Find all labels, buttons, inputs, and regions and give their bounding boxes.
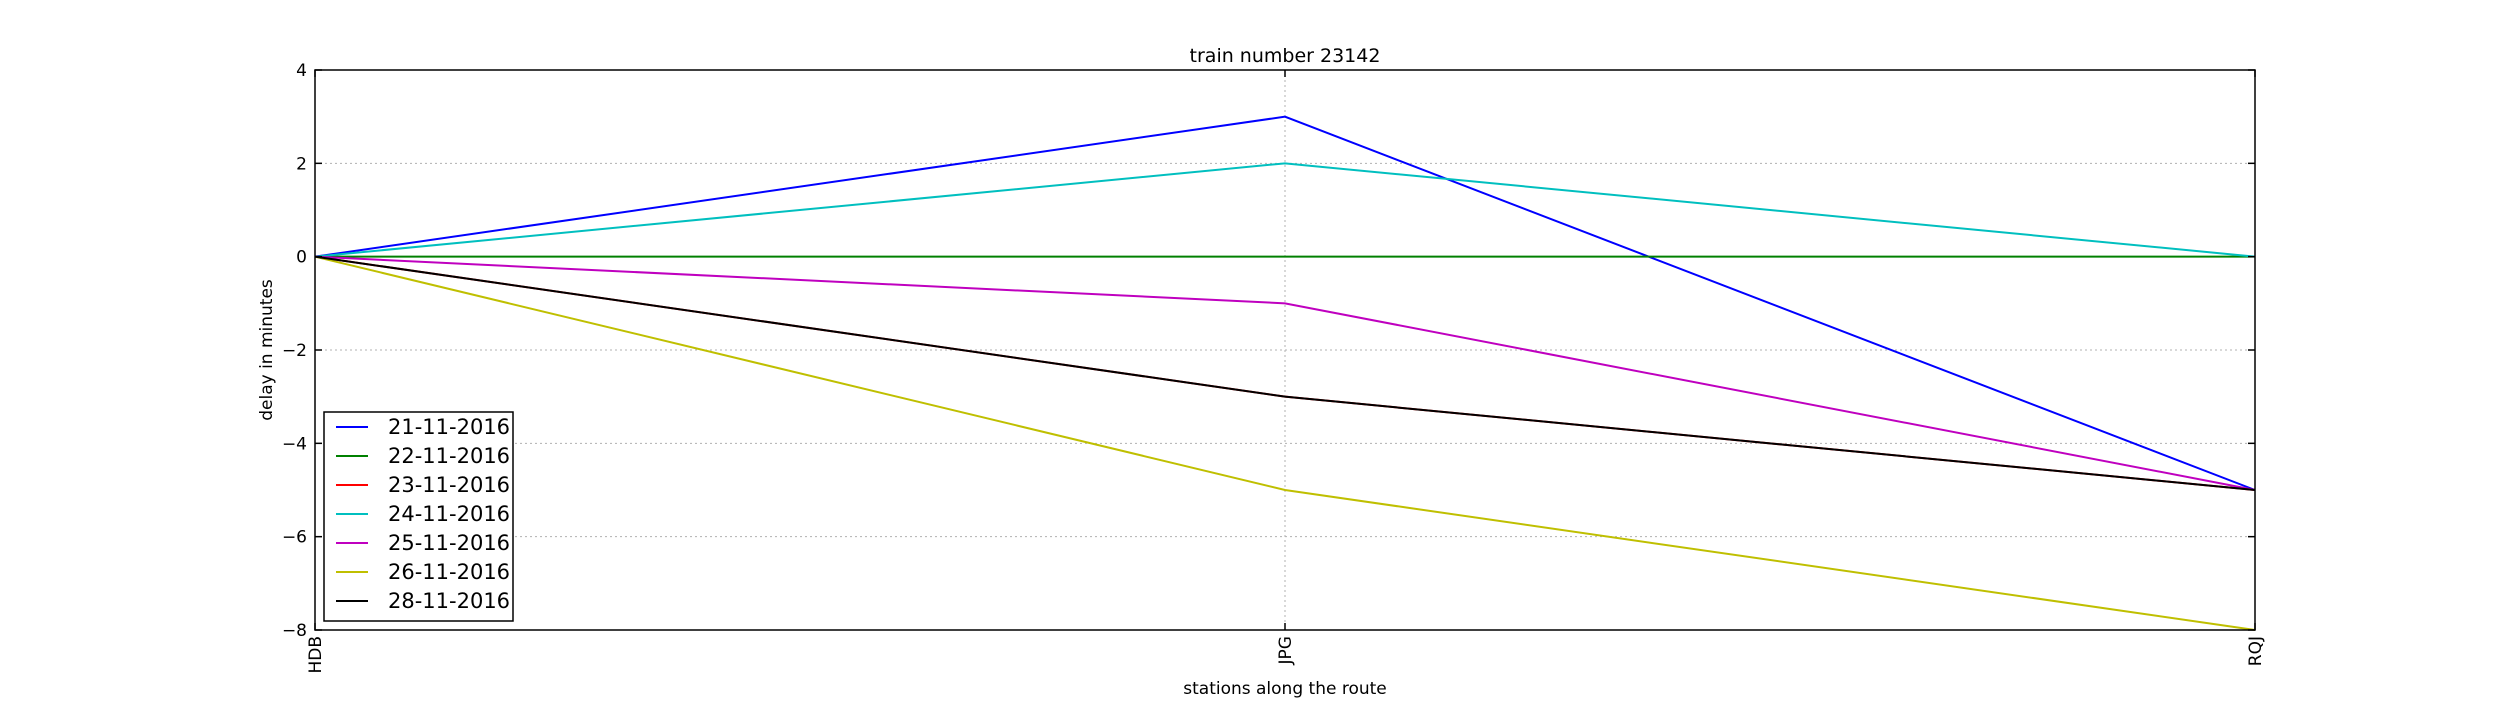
x-tick-label: RQJ — [2246, 636, 2266, 666]
y-tick-label: 4 — [296, 61, 307, 81]
y-tick-label: −8 — [282, 621, 307, 641]
series-line — [314, 255, 2256, 631]
chart-title: train number 23142 — [1190, 45, 1381, 67]
series-layer — [314, 115, 2256, 631]
series-line — [314, 115, 2256, 491]
y-axis-label: delay in minutes — [257, 279, 277, 421]
y-tick-label: 0 — [296, 248, 307, 268]
grid-layer — [314, 69, 2256, 631]
x-tick-label: HDB — [306, 636, 326, 674]
legend-label: 25-11-2016 — [388, 531, 510, 555]
series-line — [314, 255, 2256, 491]
legend-label: 21-11-2016 — [388, 415, 510, 439]
legend-box — [323, 411, 514, 622]
legend-label: 22-11-2016 — [388, 444, 510, 468]
legend-label: 23-11-2016 — [388, 473, 510, 497]
y-tick-label: −6 — [282, 528, 307, 548]
y-tick-label: −4 — [282, 434, 307, 454]
series-line — [314, 162, 2256, 258]
y-tick-label: 2 — [296, 154, 307, 174]
x-axis-label: stations along the route — [1183, 679, 1387, 699]
x-tick-label: JPG — [1276, 636, 1296, 665]
series-line — [314, 255, 2256, 491]
legend-label: 26-11-2016 — [388, 560, 510, 584]
y-tick-label: −2 — [282, 341, 307, 361]
legend-label: 24-11-2016 — [388, 502, 510, 526]
legend: 21-11-2016 22-11-2016 23-11-2016 24-11-2016… — [323, 411, 514, 622]
legend-label: 28-11-2016 — [388, 589, 510, 613]
